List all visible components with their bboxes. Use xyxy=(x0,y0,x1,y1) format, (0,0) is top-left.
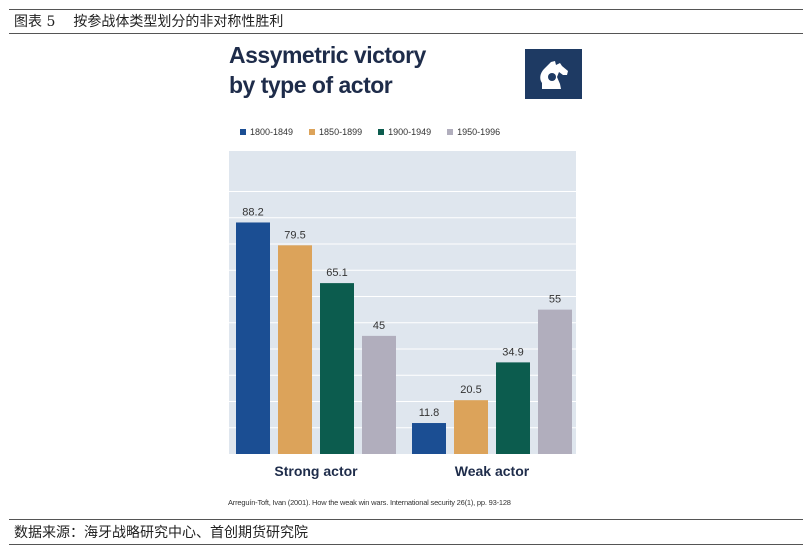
data-source: 数据来源：海牙战略研究中心、首创期货研究院 xyxy=(14,525,308,541)
bar-weak-1800-1849 xyxy=(412,423,446,454)
source-top-rule xyxy=(9,519,803,520)
legend-item-3: 1900-1949 xyxy=(378,127,431,137)
data-label: 65.1 xyxy=(326,267,347,279)
caption-bottom-rule xyxy=(9,33,803,34)
chart-footnote: Arreguín-Toft, Ivan (2001). How the weak… xyxy=(228,498,511,507)
legend-item-2: 1850-1899 xyxy=(309,127,362,137)
chart-figure: Assymetric victory by type of actor 1800… xyxy=(220,36,590,516)
bar-strong-1800-1849 xyxy=(236,222,270,454)
legend-swatch-4 xyxy=(447,129,454,135)
legend-item-1: 1800-1849 xyxy=(240,127,293,137)
bar-weak-1850-1899 xyxy=(454,400,488,454)
bar-weak-1900-1949 xyxy=(496,362,530,454)
figure-caption-text: 按参战体类型划分的非对称性胜利 xyxy=(73,14,284,30)
data-label: 34.9 xyxy=(502,346,523,358)
data-label: 45 xyxy=(373,320,385,332)
legend-swatch-1 xyxy=(240,129,246,135)
data-label: 79.5 xyxy=(284,229,305,241)
data-label: 88.2 xyxy=(242,206,263,218)
figure-number: 图表 5 xyxy=(14,14,56,30)
bar-chart: 88.2 79.5 65.1 45 Strong actor 11.8 20.5 34.9 55… xyxy=(229,151,576,479)
hcss-knight-icon xyxy=(525,49,582,99)
legend-label-4: 1950-1996 xyxy=(457,127,501,137)
bar-strong-1950-1996 xyxy=(362,335,396,454)
legend-label-3: 1900-1949 xyxy=(388,127,432,137)
bar-strong-1900-1949 xyxy=(320,283,354,454)
data-label: 20.5 xyxy=(460,384,481,396)
data-label: 11.8 xyxy=(419,407,440,419)
legend-swatch-2 xyxy=(309,129,316,135)
chart-title-line2: by type of actor xyxy=(229,72,393,98)
legend-item-4: 1950-1996 xyxy=(447,127,500,137)
category-label: Weak actor xyxy=(455,463,530,479)
bar-weak-1950-1996 xyxy=(538,309,572,454)
chart-title-line1: Assymetric victory xyxy=(229,42,426,68)
source-bottom-rule xyxy=(9,544,803,545)
bar-strong-1850-1899 xyxy=(278,245,312,454)
legend-swatch-3 xyxy=(378,129,385,135)
chart-legend: 1800-1849 1850-1899 1900-1949 1950-1996 xyxy=(240,127,500,137)
chart-title: Assymetric victory by type of actor xyxy=(229,40,519,100)
figure-caption: 图表 5 按参战体类型划分的非对称性胜利 xyxy=(14,11,283,31)
legend-label-1: 1800-1849 xyxy=(250,127,294,137)
category-label: Strong actor xyxy=(274,463,358,479)
data-label: 55 xyxy=(549,294,561,306)
legend-label-2: 1850-1899 xyxy=(319,127,363,137)
caption-top-rule xyxy=(9,9,803,10)
